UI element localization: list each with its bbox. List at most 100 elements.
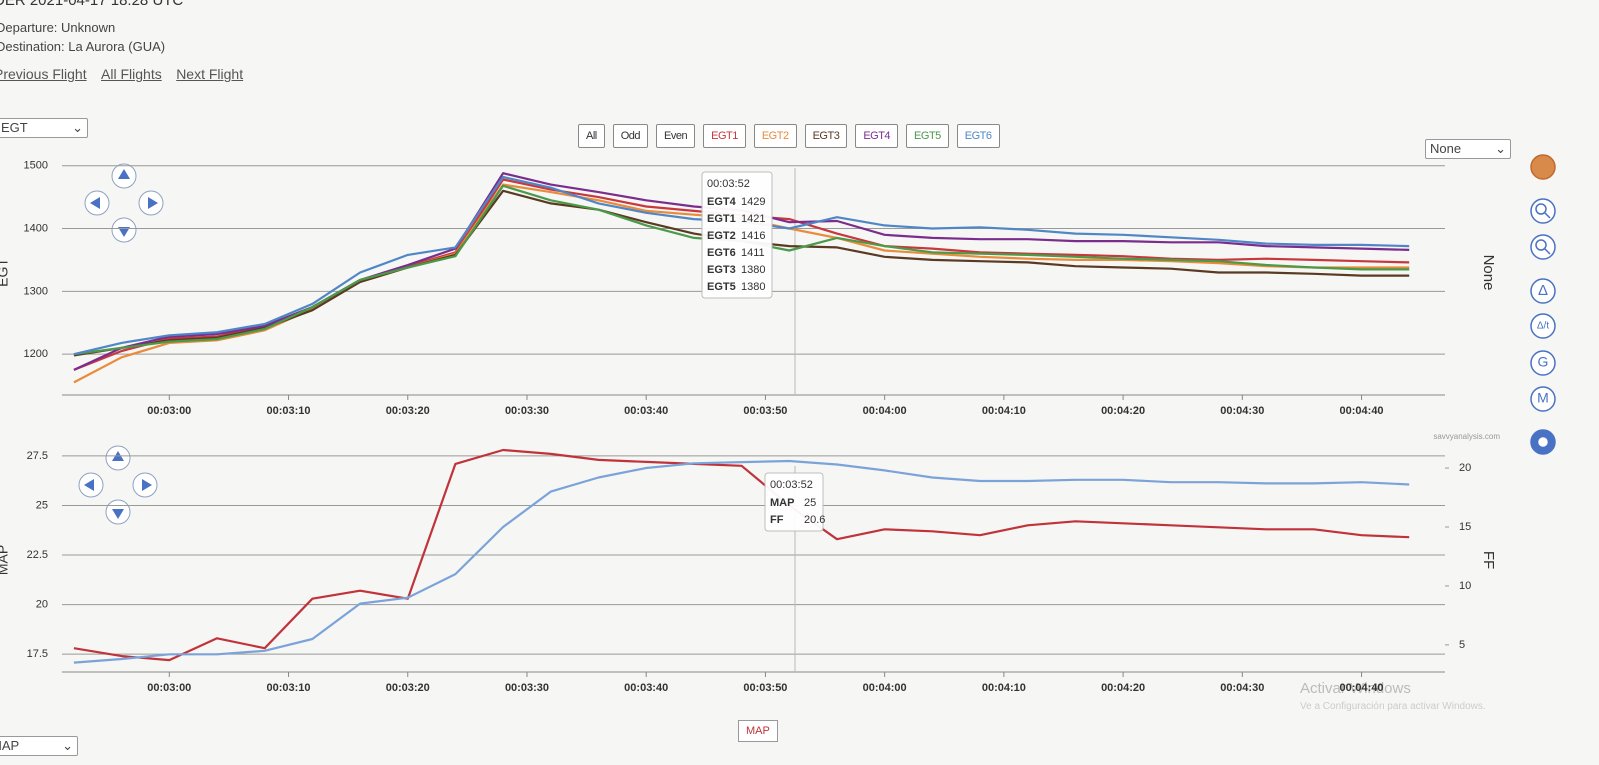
- right-axis-select-value: None: [1430, 141, 1462, 156]
- x-tick-label: 00:03:50: [743, 682, 787, 694]
- watermark: savvyanalysis.com: [1433, 432, 1500, 441]
- x-tick-label: 00:04:10: [982, 682, 1026, 694]
- x-tick-label: 00:03:00: [147, 405, 191, 417]
- toolbar: [1530, 154, 1556, 455]
- delta-t-tool[interactable]: [1530, 313, 1556, 339]
- flight-links: Previous Flight All Flights Next Flight: [0, 66, 253, 84]
- y-tick-label: 1400: [24, 222, 48, 234]
- y2-tick-label: 20: [1459, 462, 1471, 474]
- x-tick-label: 00:03:20: [386, 405, 430, 417]
- x-tick-label: 00:03:10: [267, 682, 311, 694]
- y-tick-label: 20: [36, 599, 48, 611]
- toolbar-label: Δ: [1538, 282, 1548, 299]
- x-tick-label: 00:03:30: [505, 682, 549, 694]
- next-flight[interactable]: Next Flight: [176, 66, 244, 82]
- y2-tick-label: 15: [1459, 521, 1471, 533]
- tooltip-time: 00:03:52: [770, 479, 813, 491]
- tooltip-name: EGT5: [707, 281, 736, 293]
- x-tick-label: 00:04:00: [863, 405, 907, 417]
- g-tool[interactable]: [1530, 350, 1556, 376]
- tooltip-value: 1421: [741, 213, 765, 225]
- previous-flight[interactable]: Previous Flight: [0, 66, 87, 82]
- x-tick-label: 00:03:40: [624, 682, 668, 694]
- tooltip-box: [701, 171, 773, 299]
- series-button[interactable]: All: [578, 124, 605, 148]
- series-select[interactable]: EGT ⌄: [0, 118, 88, 138]
- y-tick-label: 22.5: [27, 549, 48, 561]
- tooltip-name: MAP: [770, 497, 794, 509]
- series-button[interactable]: Even: [656, 124, 696, 148]
- series-button[interactable]: EGT3: [804, 124, 848, 148]
- y-tick-label: 17.5: [27, 648, 48, 660]
- y-tick-label: 1200: [24, 348, 48, 360]
- x-tick-label: 00:03:00: [147, 682, 191, 694]
- flight-title: DER 2021-04-17 18:28 UTC: [0, 0, 184, 9]
- y-tick-label: 25: [36, 499, 48, 511]
- x-tick-label: 00:04:40: [1340, 682, 1384, 694]
- y2-tick-label: 10: [1459, 580, 1471, 592]
- delta-tool[interactable]: [1530, 278, 1556, 304]
- windows-notice-title: Activar Windows: [1300, 680, 1411, 697]
- tooltip-value: 1380: [741, 281, 765, 293]
- series-select-value: EGT: [1, 120, 28, 135]
- tooltip: 00:03:52 EGT4 1429 EGT1 1421 EGT2 1416 EGT6 1411…: [701, 171, 773, 299]
- x-tick-label: 00:03:10: [267, 405, 311, 417]
- tooltip-name: EGT6: [707, 247, 736, 259]
- series-button[interactable]: EGT4: [855, 124, 899, 148]
- series-button[interactable]: EGT2: [753, 124, 797, 148]
- series-buttons: All Odd Even EGT1 EGT2 EGT3 EGT4 EGT5 EGT6: [578, 124, 1000, 148]
- map-button[interactable]: MAP: [738, 720, 778, 742]
- tooltip-value: 1380: [741, 264, 765, 276]
- tooltip-name: EGT3: [707, 264, 736, 276]
- tooltip-value: 25: [804, 497, 816, 509]
- destination: Destination: La Aurora (GUA): [0, 39, 166, 54]
- x-tick-label: 00:04:10: [982, 405, 1026, 417]
- series-button[interactable]: EGT5: [906, 124, 949, 148]
- tooltip-name: FF: [770, 514, 784, 526]
- tooltip-name: EGT4: [707, 196, 737, 208]
- bottom-select-value: MAP: [0, 738, 20, 753]
- x-tick-label: 00:03:30: [505, 405, 549, 417]
- x-tick-label: 00:03:40: [624, 405, 668, 417]
- y2-axis-title: FF: [1480, 551, 1497, 569]
- x-tick-label: 00:04:30: [1220, 682, 1264, 694]
- y-axis-title: MAP: [0, 545, 11, 575]
- x-tick-label: 00:03:20: [386, 682, 430, 694]
- toolbar-label: G: [1538, 354, 1549, 370]
- x-tick-label: 00:04:20: [1101, 682, 1145, 694]
- all-flights[interactable]: All Flights: [101, 66, 162, 82]
- y-tick-label: 27.5: [27, 450, 48, 462]
- x-tick-label: 00:04:20: [1101, 405, 1145, 417]
- y-tick-label: 1500: [24, 160, 48, 172]
- y-tick-label: 1300: [24, 285, 48, 297]
- y2-tick-label: 5: [1459, 639, 1465, 651]
- series-button[interactable]: Odd: [612, 124, 649, 148]
- tooltip-name: EGT1: [707, 213, 736, 225]
- tooltip-value: 1416: [741, 230, 765, 242]
- right-axis-select[interactable]: None ⌄: [1425, 139, 1511, 159]
- m-tool[interactable]: [1530, 386, 1556, 412]
- x-tick-label: 00:04:40: [1340, 405, 1384, 417]
- avatar[interactable]: [1530, 154, 1556, 180]
- tooltip: 00:03:52 MAP 25 FF 20.6: [764, 472, 825, 532]
- tooltip-value: 20.6: [804, 514, 825, 526]
- series-button[interactable]: EGT1: [703, 124, 746, 148]
- departure: Departure: Unknown: [0, 20, 116, 35]
- x-tick-label: 00:04:30: [1220, 405, 1264, 417]
- series-button[interactable]: EGT6: [956, 124, 1000, 148]
- series-line: [73, 459, 1410, 664]
- tooltip-value: 1429: [741, 196, 765, 208]
- x-tick-label: 00:03:50: [743, 405, 787, 417]
- tooltip-value: 1411: [741, 247, 765, 259]
- toolbar-label: M: [1537, 390, 1549, 406]
- tooltip-box: [764, 472, 824, 532]
- nav-arrows: [84, 169, 158, 519]
- bottom-select[interactable]: MAP⌄: [0, 736, 78, 756]
- tooltip-time: 00:03:52: [707, 178, 750, 190]
- y-axis-title: EGT: [0, 258, 11, 287]
- series-line: [73, 448, 1410, 662]
- y2-axis-title: None: [1480, 255, 1497, 291]
- tooltip-name: EGT2: [707, 230, 736, 242]
